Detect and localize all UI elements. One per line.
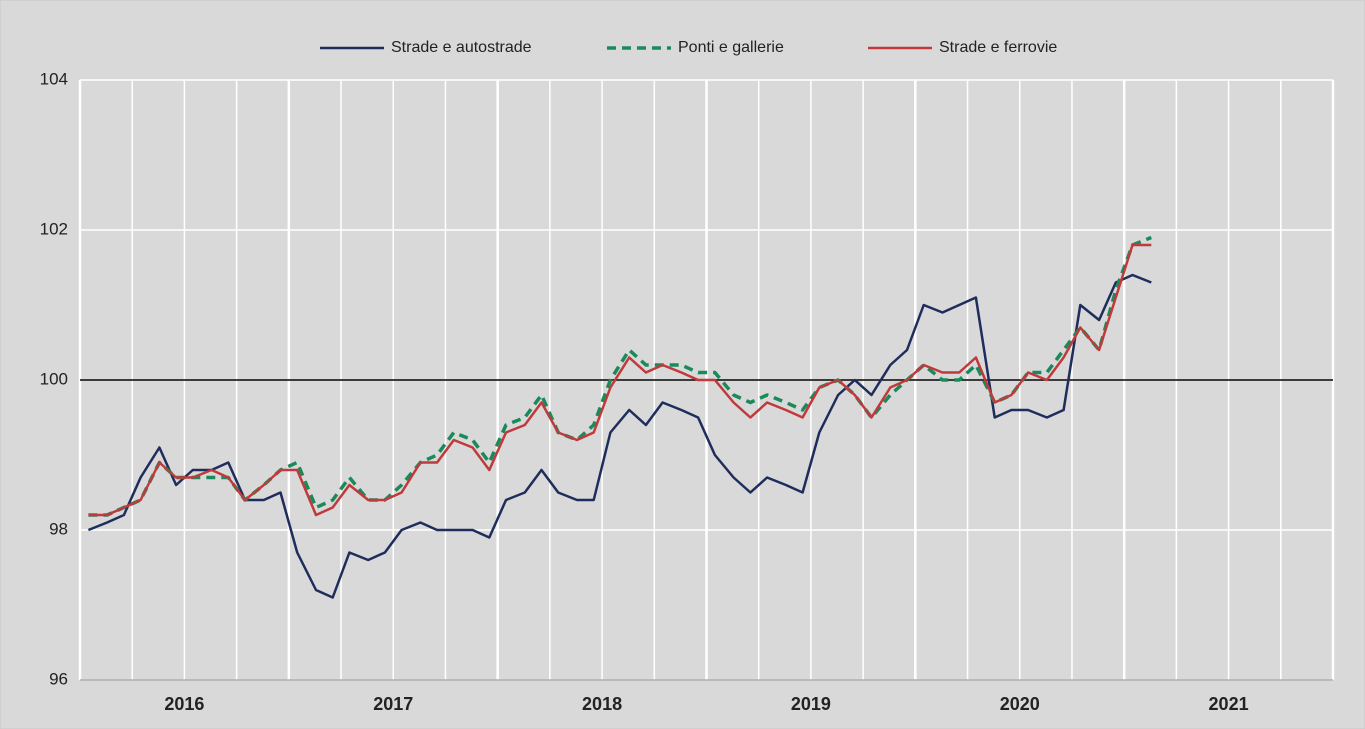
y-tick-label: 100 xyxy=(40,369,68,388)
y-tick-label: 104 xyxy=(40,69,68,88)
series-line xyxy=(87,273,1152,599)
x-tick-label: 2019 xyxy=(791,694,831,714)
series-line xyxy=(88,243,1152,517)
legend-label: Strade e ferrovie xyxy=(939,39,1057,56)
x-tick-label: 2021 xyxy=(1209,694,1249,714)
y-tick-label: 98 xyxy=(49,519,68,538)
y-tick-label: 102 xyxy=(40,219,68,238)
legend-label: Strade e autostrade xyxy=(391,39,532,56)
legend: Strade e autostrade Ponti e gallerie Strad… xyxy=(320,39,1057,56)
x-tick-label: 2016 xyxy=(164,694,204,714)
x-tick-label: 2017 xyxy=(373,694,413,714)
x-tick-label: 2018 xyxy=(582,694,622,714)
y-tick-label: 96 xyxy=(49,669,68,688)
legend-label: Ponti e gallerie xyxy=(678,39,784,56)
x-tick-label: 2020 xyxy=(1000,694,1040,714)
